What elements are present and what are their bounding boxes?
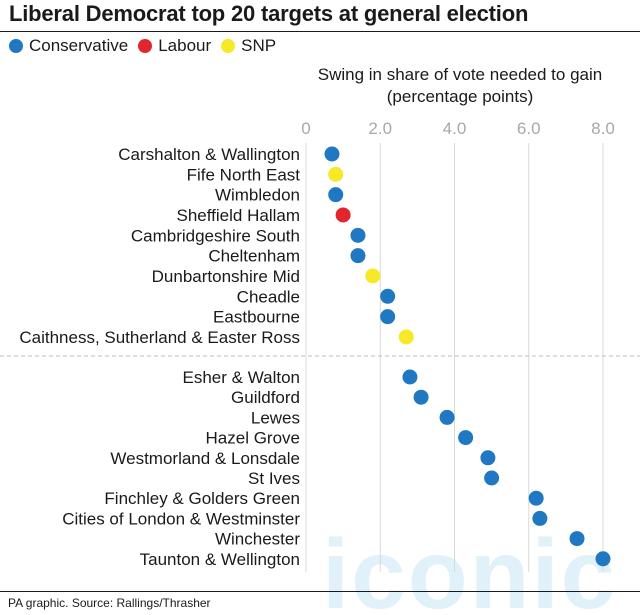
category-label-7: Cheadle bbox=[237, 287, 300, 306]
category-label-0: Carshalton & Wallington bbox=[118, 145, 300, 164]
legend-label-labour: Labour bbox=[158, 36, 212, 55]
category-label-5: Cheltenham bbox=[208, 247, 300, 266]
x-tick-label-1: 2.0 bbox=[368, 119, 392, 138]
watermark-logo: iconic bbox=[322, 519, 617, 615]
legend-dot-snp bbox=[221, 39, 236, 53]
category-label-6: Dunbartonshire Mid bbox=[152, 267, 300, 286]
title-rule bbox=[0, 31, 640, 32]
data-point-18 bbox=[569, 531, 585, 547]
category-label-10: Esher & Walton bbox=[183, 368, 300, 387]
x-tick-label-3: 6.0 bbox=[517, 119, 541, 138]
data-point-12 bbox=[439, 409, 455, 425]
category-label-11: Guildford bbox=[231, 388, 300, 407]
legend-label-snp: SNP bbox=[241, 36, 277, 55]
data-point-9 bbox=[398, 329, 414, 345]
data-point-2 bbox=[328, 187, 344, 203]
category-label-15: St Ives bbox=[248, 469, 300, 488]
data-point-11 bbox=[413, 389, 429, 405]
legend-item-snp: SNP bbox=[221, 36, 276, 56]
axis-subtitle-line-1: Swing in share of vote needed to gain bbox=[317, 65, 603, 84]
data-point-0 bbox=[324, 146, 340, 162]
data-point-16 bbox=[528, 490, 544, 506]
legend: Conservative Labour SNP bbox=[9, 36, 286, 56]
category-label-19: Taunton & Wellington bbox=[140, 550, 300, 569]
category-label-8: Eastbourne bbox=[213, 308, 300, 327]
category-label-13: Hazel Grove bbox=[206, 429, 300, 448]
data-point-3 bbox=[335, 207, 351, 223]
category-label-14: Westmorland & Lonsdale bbox=[110, 449, 300, 468]
axis-subtitle-line-2: (percentage points) bbox=[386, 87, 534, 106]
category-label-18: Winchester bbox=[215, 530, 300, 549]
bottom-rule bbox=[0, 591, 640, 592]
category-label-2: Wimbledon bbox=[215, 186, 300, 205]
legend-label-conservative: Conservative bbox=[29, 36, 129, 55]
data-point-10 bbox=[402, 369, 418, 385]
legend-dot-conservative bbox=[9, 39, 23, 53]
category-label-4: Cambridgeshire South bbox=[131, 226, 300, 245]
category-label-1: Fife North East bbox=[187, 165, 301, 184]
category-label-3: Sheffield Hallam bbox=[177, 206, 300, 225]
watermark-text: iconic bbox=[322, 519, 617, 615]
data-point-17 bbox=[532, 510, 548, 526]
category-label-16: Finchley & Golders Green bbox=[104, 489, 300, 508]
legend-item-labour: Labour bbox=[138, 36, 211, 56]
data-point-19 bbox=[595, 551, 611, 567]
category-label-17: Cities of London & Westminster bbox=[62, 509, 300, 528]
data-point-6 bbox=[365, 268, 381, 284]
chart-title: Liberal Democrat top 20 targets at gener… bbox=[9, 1, 529, 26]
grid-lines bbox=[305, 143, 604, 572]
data-point-13 bbox=[458, 430, 474, 446]
data-points bbox=[324, 146, 611, 567]
x-tick-label-4: 8.0 bbox=[591, 119, 615, 138]
x-tick-label-2: 4.0 bbox=[443, 119, 467, 138]
x-tick-labels: 0 2.0 4.0 6.0 8.0 bbox=[301, 119, 615, 138]
data-point-14 bbox=[480, 450, 496, 466]
data-point-15 bbox=[484, 470, 500, 486]
data-point-5 bbox=[350, 248, 366, 264]
legend-dot-labour bbox=[138, 39, 153, 53]
data-point-7 bbox=[380, 288, 396, 304]
category-label-12: Lewes bbox=[251, 408, 300, 427]
x-tick-label-0: 0 bbox=[301, 119, 310, 138]
data-point-8 bbox=[380, 309, 396, 325]
data-point-4 bbox=[350, 227, 366, 243]
source-note: PA graphic. Source: Rallings/Thrasher bbox=[8, 596, 211, 610]
legend-item-conservative: Conservative bbox=[9, 36, 128, 56]
data-point-1 bbox=[328, 166, 344, 182]
axis-subtitle: Swing in share of vote needed to gain (p… bbox=[270, 64, 640, 108]
category-label-9: Caithness, Sutherland & Easter Ross bbox=[19, 328, 300, 347]
